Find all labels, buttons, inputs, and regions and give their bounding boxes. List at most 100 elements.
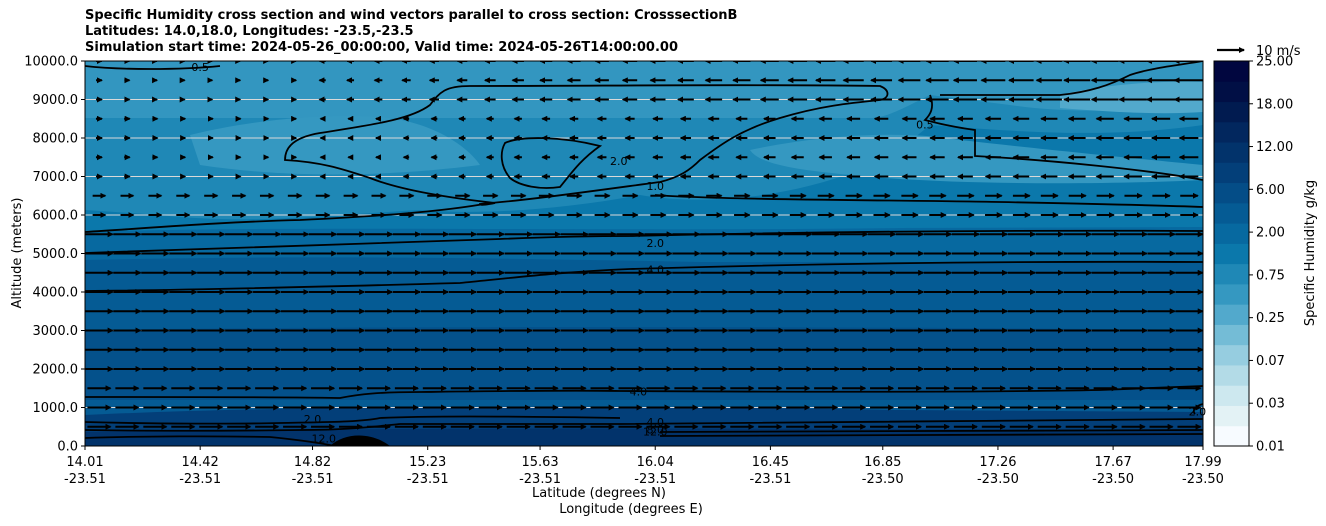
x-tick-label-lat: 14.42 — [182, 455, 219, 470]
x-tick-label-lon: -23.50 — [977, 472, 1019, 487]
x-tick-label-lon: -23.51 — [407, 472, 449, 487]
contour-label: 8.0 — [646, 423, 664, 436]
colorbar-segment — [1214, 142, 1249, 163]
y-tick-label: 6000.0 — [33, 209, 79, 224]
colorbar-segment — [1214, 425, 1249, 447]
colorbar-segment — [1214, 101, 1249, 123]
contour-label: 2.0 — [304, 413, 322, 426]
colorbar-segment — [1214, 283, 1249, 305]
contour-label: 12.0 — [643, 425, 668, 438]
colorbar-segment — [1214, 162, 1249, 184]
contour-line — [659, 429, 1203, 433]
y-tick-label: 5000.0 — [33, 247, 79, 262]
colorbar-tick-label: 0.75 — [1256, 268, 1285, 283]
colorbar-tick-label: 12.00 — [1256, 140, 1293, 155]
contour-line — [85, 229, 1203, 254]
y-tick-label: 7000.0 — [33, 170, 79, 185]
x-axis: 14.01 -23.51 14.42 -23.51 14.82 -23.51 15.23 -2… — [64, 446, 1224, 487]
contour-label: 4.0 — [646, 264, 664, 277]
title-line-3: Simulation start time: 2024-05-26_00:00:… — [85, 40, 678, 55]
colorbar-segment — [1214, 405, 1249, 427]
x-tick-label-lon: -23.51 — [292, 472, 334, 487]
colorbar-tick-label: 18.00 — [1256, 97, 1293, 112]
colorbar-segment — [1214, 364, 1249, 386]
wind-vectors — [85, 61, 1203, 430]
x-tick-label-lat: 17.67 — [1095, 455, 1132, 470]
colorbar-segment — [1214, 344, 1249, 366]
y-tick-label: 10000.0 — [24, 55, 78, 70]
colorbar-segment — [1214, 385, 1249, 406]
x-axis-label-lon: Longitude (degrees E) — [559, 502, 703, 517]
contour-line — [85, 415, 621, 425]
contour-label: 2.0 — [610, 155, 628, 168]
colorbar-tick-label: 0.01 — [1256, 440, 1285, 455]
contour-lines — [85, 61, 1203, 446]
colorbar-frame — [1213, 60, 1250, 447]
vector-key: 10 m/s — [1217, 44, 1301, 59]
x-tick-label-lon: -23.50 — [1092, 472, 1134, 487]
colorbar: 0.01 0.03 0.07 0.25 0.75 2.00 6.00 12.00 18.00 25… — [1213, 55, 1293, 455]
x-tick-label-lon: -23.50 — [862, 472, 904, 487]
y-axis: 0.0 1000.0 2000.0 3000.0 4000.0 5000.0 6000.0 7… — [24, 55, 85, 455]
contour-label: 12.0 — [312, 432, 337, 445]
colorbar-segment — [1214, 324, 1249, 346]
contour-label: 1.0 — [646, 180, 664, 193]
colorbar-segment — [1214, 304, 1249, 325]
contour-line — [940, 61, 1203, 96]
colorbar-segment — [1214, 243, 1249, 265]
colorbar-segment — [1214, 61, 1249, 82]
colorbar-tick-label: 2.00 — [1256, 226, 1285, 241]
colorbar-tick-label: 0.07 — [1256, 354, 1285, 369]
y-tick-label: 8000.0 — [33, 132, 79, 147]
x-tick-label-lat: 15.63 — [521, 455, 558, 470]
colorbar-segment — [1214, 263, 1249, 285]
contour-label: 0.5 — [191, 61, 209, 74]
x-tick-label-lat: 14.82 — [294, 455, 331, 470]
contour-label: 2.0 — [1189, 405, 1207, 418]
colorbar-tick-label: 6.00 — [1256, 183, 1285, 198]
x-tick-label-lat: 17.99 — [1184, 455, 1221, 470]
y-tick-label: 4000.0 — [33, 286, 79, 301]
y-tick-label: 3000.0 — [33, 324, 79, 339]
x-axis-label-lat: Latitude (degrees N) — [532, 486, 666, 501]
y-tick-label: 1000.0 — [33, 401, 79, 416]
colorbar-tick-label: 25.00 — [1256, 55, 1293, 70]
contour-line — [85, 435, 336, 446]
y-axis-label: Altitude (meters) — [10, 198, 25, 309]
x-tick-label-lat: 15.23 — [409, 455, 446, 470]
contour-line — [659, 433, 1203, 437]
x-tick-label-lat: 14.01 — [66, 455, 103, 470]
colorbar-segment — [1214, 202, 1249, 224]
chart-title: Specific Humidity cross section and wind… — [85, 8, 737, 56]
colorbar-tick-label: 0.25 — [1256, 311, 1285, 326]
x-tick-label-lon: -23.51 — [179, 472, 221, 487]
vector-key-label: 10 m/s — [1256, 44, 1301, 59]
contour-line — [654, 194, 1203, 208]
y-tick-label: 0.0 — [57, 440, 78, 455]
x-tick-label-lon: -23.51 — [519, 472, 561, 487]
contour-line — [500, 137, 603, 189]
x-tick-label-lat: 16.85 — [864, 455, 901, 470]
x-tick-label-lat: 16.04 — [637, 455, 674, 470]
colorbar-segment — [1214, 121, 1249, 143]
colorbar-segment — [1214, 223, 1249, 244]
contour-line — [85, 202, 491, 233]
contour-label: 2.0 — [646, 237, 664, 250]
x-tick-label-lon: -23.51 — [64, 472, 106, 487]
contour-line — [85, 65, 221, 70]
contour-line — [85, 418, 1203, 432]
y-tick-label: 9000.0 — [33, 93, 79, 108]
contour-line — [923, 94, 1203, 181]
x-tick-label-lon: -23.51 — [749, 472, 791, 487]
contour-label: 0.5 — [916, 119, 934, 132]
colorbar-segment — [1214, 81, 1249, 103]
colorbar-segment — [1214, 182, 1249, 204]
x-tick-label-lon: -23.50 — [1182, 472, 1224, 487]
colorbar-label: Specific Humidity g/kg — [1303, 180, 1318, 326]
colorbar-tick-label: 0.03 — [1256, 397, 1285, 412]
x-tick-label-lon: -23.51 — [634, 472, 676, 487]
y-tick-label: 2000.0 — [33, 363, 79, 378]
title-line-2: Latitudes: 14.0,18.0, Longitudes: -23.5,… — [85, 24, 414, 39]
title-line-1: Specific Humidity cross section and wind… — [85, 8, 738, 23]
